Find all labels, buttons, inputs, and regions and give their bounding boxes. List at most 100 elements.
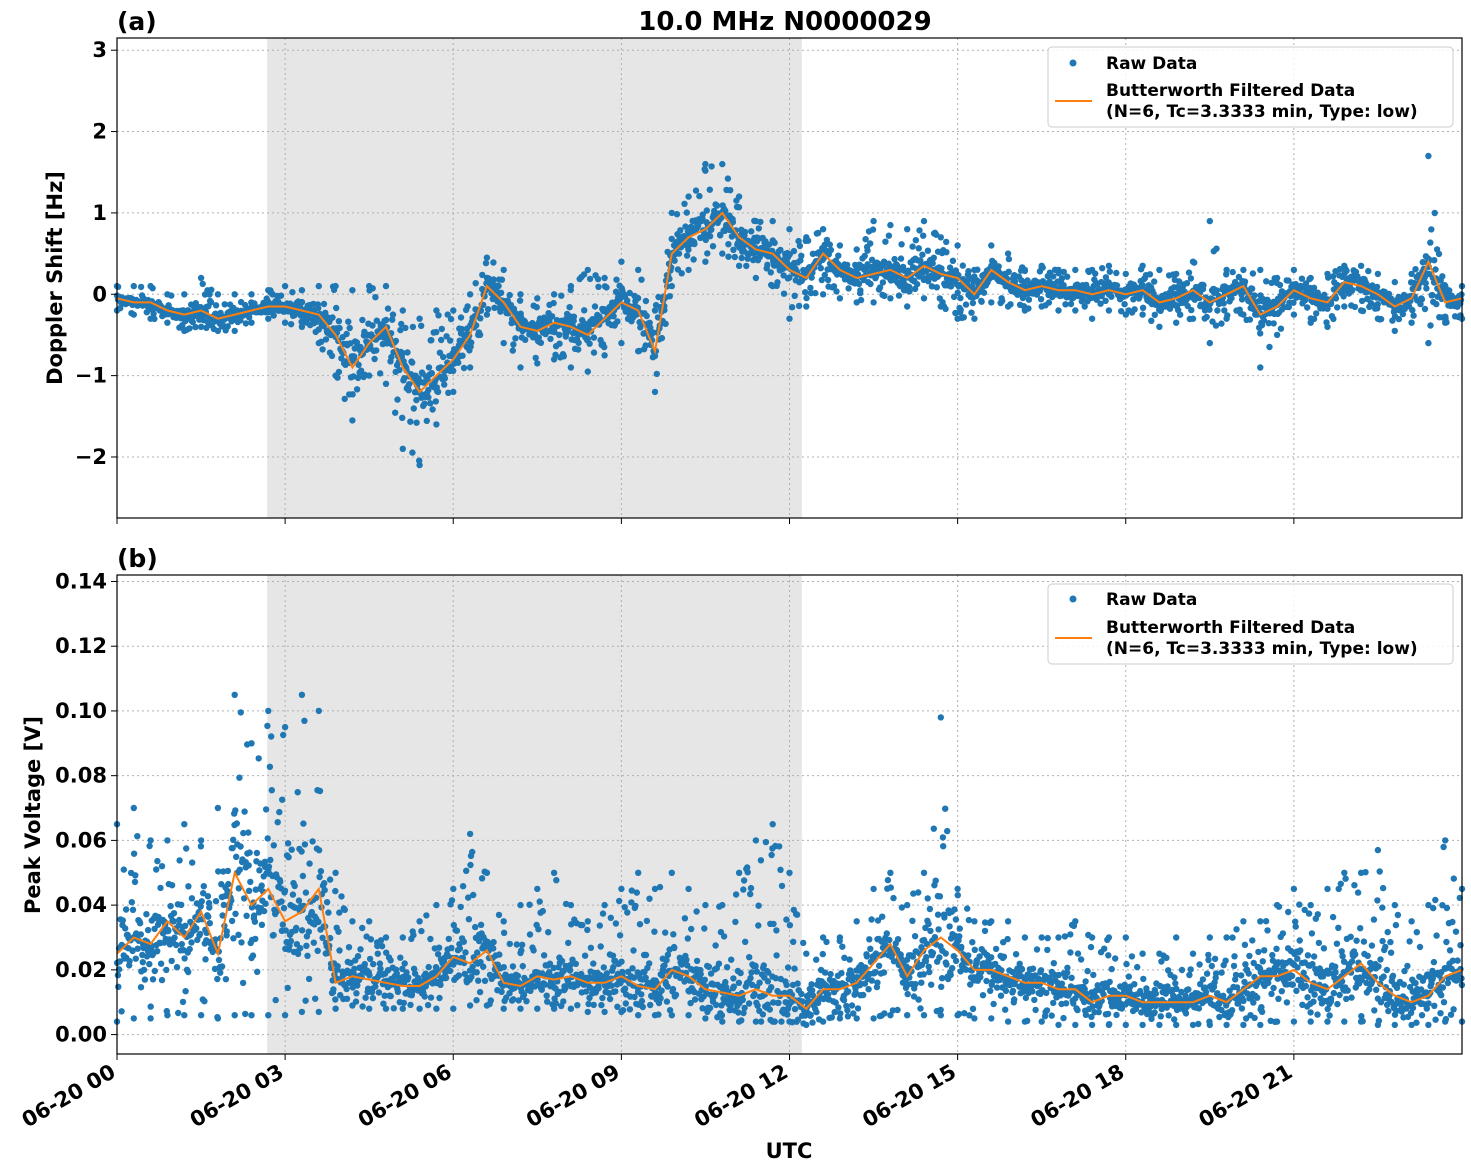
raw-data-point	[725, 253, 732, 260]
raw-data-point	[1060, 282, 1067, 289]
raw-data-point	[218, 963, 226, 970]
raw-data-point	[130, 850, 138, 857]
raw-data-point	[214, 975, 221, 983]
raw-data-point	[955, 271, 962, 279]
raw-data-point	[944, 827, 951, 835]
raw-data-point	[827, 970, 834, 978]
raw-data-point	[1112, 955, 1119, 962]
raw-data-point	[490, 938, 497, 946]
raw-data-point	[399, 307, 406, 314]
raw-data-point	[182, 988, 189, 995]
raw-data-point	[399, 414, 406, 421]
raw-data-point	[965, 916, 973, 924]
raw-data-point	[658, 987, 665, 994]
raw-data-point	[591, 303, 599, 310]
raw-data-point	[421, 400, 428, 407]
raw-data-point	[1029, 965, 1037, 972]
raw-data-point	[1002, 1006, 1009, 1013]
raw-data-point	[835, 1004, 842, 1011]
raw-data-point	[1004, 303, 1012, 310]
raw-data-point	[773, 952, 780, 959]
raw-data-point	[938, 975, 946, 982]
raw-data-point	[262, 806, 270, 813]
raw-data-point	[846, 956, 853, 963]
raw-data-point	[567, 282, 575, 290]
raw-data-point	[639, 1003, 646, 1011]
raw-data-point	[1425, 152, 1432, 160]
raw-data-point	[359, 1003, 366, 1010]
raw-data-point	[438, 336, 445, 344]
raw-data-point	[920, 295, 928, 302]
raw-data-point	[621, 985, 629, 992]
raw-data-point	[1064, 273, 1071, 280]
raw-data-point	[590, 349, 598, 356]
raw-data-point	[1004, 935, 1011, 943]
raw-data-point	[870, 217, 877, 225]
raw-data-point	[253, 849, 261, 857]
raw-data-point	[951, 906, 958, 913]
raw-data-point	[565, 939, 572, 947]
raw-data-point	[367, 936, 375, 943]
raw-data-point	[920, 232, 927, 239]
raw-data-point	[1391, 327, 1399, 335]
raw-data-point	[1067, 300, 1075, 308]
raw-data-point	[925, 278, 932, 285]
raw-data-point	[706, 233, 714, 240]
raw-data-point	[662, 320, 669, 327]
raw-data-point	[1005, 255, 1013, 263]
raw-data-point	[1266, 343, 1273, 351]
raw-data-point	[1206, 217, 1214, 225]
raw-data-point	[760, 962, 767, 969]
raw-data-point	[511, 309, 519, 316]
raw-data-point	[423, 912, 430, 919]
raw-data-point	[1172, 980, 1179, 987]
raw-data-point	[671, 257, 678, 264]
raw-data-point	[1442, 282, 1449, 290]
raw-data-point	[684, 935, 691, 942]
raw-data-point	[722, 207, 729, 214]
raw-data-point	[1184, 302, 1191, 310]
raw-data-point	[636, 921, 644, 928]
raw-data-point	[845, 988, 852, 995]
raw-data-point	[455, 972, 463, 979]
raw-data-point	[608, 982, 615, 989]
raw-data-point	[729, 218, 737, 226]
raw-data-point	[265, 863, 273, 870]
raw-data-point	[683, 252, 691, 259]
raw-data-point	[287, 937, 295, 945]
raw-data-point	[221, 301, 228, 308]
raw-data-point	[844, 1013, 852, 1020]
raw-data-point	[937, 303, 944, 310]
raw-data-point	[1043, 1007, 1051, 1014]
raw-data-point	[224, 323, 231, 330]
raw-data-point	[595, 283, 602, 290]
raw-data-point	[682, 223, 689, 230]
raw-data-point	[915, 996, 922, 1003]
raw-data-point	[746, 954, 753, 961]
raw-data-point	[425, 394, 432, 401]
raw-data-point	[425, 963, 432, 971]
raw-data-point	[424, 376, 431, 383]
raw-data-point	[540, 952, 548, 959]
raw-data-point	[338, 893, 345, 900]
raw-data-point	[1249, 270, 1257, 277]
raw-data-point	[1043, 989, 1050, 997]
raw-data-point	[783, 258, 791, 266]
raw-data-point	[147, 282, 154, 290]
raw-data-point	[399, 350, 406, 357]
raw-data-point	[457, 314, 465, 321]
raw-data-point	[535, 926, 542, 933]
raw-data-point	[425, 364, 433, 371]
raw-data-point	[590, 334, 598, 341]
raw-data-point	[369, 322, 376, 329]
raw-data-point	[683, 956, 690, 963]
raw-data-point	[519, 962, 526, 970]
raw-data-point	[691, 996, 699, 1003]
raw-data-point	[490, 945, 497, 952]
raw-data-point	[245, 862, 252, 869]
raw-data-point	[130, 282, 137, 290]
raw-data-point	[1082, 978, 1089, 985]
raw-data-point	[826, 241, 833, 248]
raw-data-point	[322, 336, 330, 343]
